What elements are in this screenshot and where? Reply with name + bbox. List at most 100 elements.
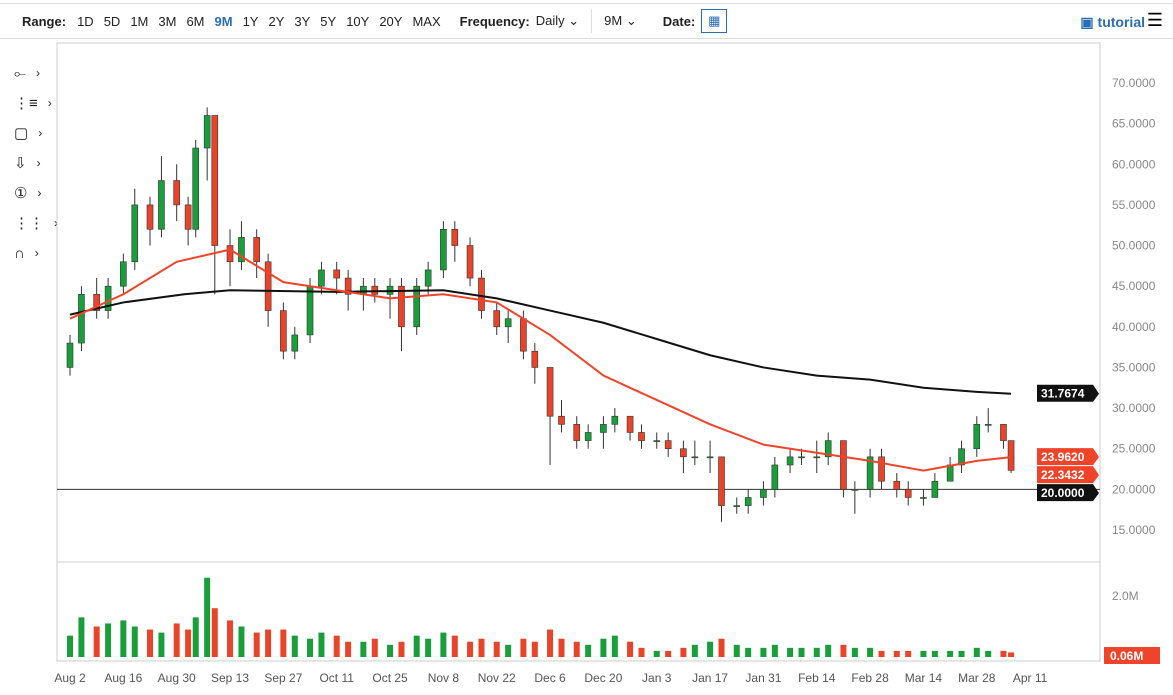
period-select[interactable]: 9M ⌄	[604, 13, 637, 29]
range-10Y[interactable]: 10Y	[346, 13, 370, 29]
annotation-tool-icon[interactable]: ① ›	[14, 185, 42, 202]
candle-body	[824, 440, 832, 458]
range-1M[interactable]: 1M	[130, 13, 149, 29]
x-tick-label: Feb 14	[798, 671, 836, 685]
tutorial-link[interactable]: ▣ tutorial	[1080, 14, 1145, 31]
x-tick-label: Nov 8	[428, 671, 460, 685]
range-6M[interactable]: 6M	[186, 13, 205, 29]
y-tick-label: 15.0000	[1112, 523, 1156, 537]
volume-bar	[878, 650, 885, 657]
volume-bar	[691, 644, 698, 657]
date-label: Date:	[662, 13, 696, 29]
volume-bar	[478, 638, 485, 657]
candle-body	[413, 285, 421, 328]
volume-bar	[600, 638, 607, 657]
volume-bar	[265, 629, 272, 657]
volume-bar	[371, 638, 378, 657]
candle-body	[813, 456, 821, 459]
range-label: Range:	[22, 13, 67, 29]
candle-body	[264, 261, 272, 311]
volume-bar	[771, 644, 778, 657]
volume-bar	[493, 641, 500, 657]
candle-body	[104, 285, 112, 311]
volume-bar	[973, 647, 980, 657]
x-tick-label: Jan 3	[642, 671, 672, 685]
x-tick-label: Oct 11	[319, 671, 354, 685]
candle-body	[184, 204, 192, 230]
candle-body	[211, 115, 219, 246]
range-1D[interactable]: 1D	[77, 13, 94, 29]
candle-body	[344, 277, 352, 295]
frequency-select[interactable]: Daily ⌄	[536, 13, 579, 29]
volume-bar	[204, 577, 211, 657]
fib-tool-icon[interactable]: ⋮≡ ›	[14, 95, 52, 112]
candle-body	[226, 245, 234, 263]
range-3M[interactable]: 3M	[158, 13, 177, 29]
volume-label-bg	[1104, 647, 1160, 664]
price-label-bg	[1037, 384, 1099, 402]
candle-body	[798, 456, 805, 459]
volume-bar	[78, 617, 85, 657]
range-20Y[interactable]: 20Y	[379, 13, 403, 29]
volume-bar	[505, 644, 512, 657]
y-tick-label: 45.0000	[1112, 279, 1156, 293]
volume-bar	[333, 635, 340, 657]
candle-body	[611, 415, 619, 425]
volume-bar	[798, 647, 805, 657]
volume-bar	[825, 644, 832, 657]
ma-fast-line	[69, 248, 1012, 472]
candle-body	[253, 237, 260, 263]
volume-bar	[360, 641, 367, 657]
candle-body	[718, 456, 725, 506]
candle-body	[840, 440, 847, 490]
frequency-value: Daily	[535, 13, 565, 28]
magnet-icon[interactable]: ∩ ›	[14, 244, 39, 262]
price-label: 22.3432	[1041, 468, 1085, 482]
measure-tool-icon[interactable]: ⋮⋮ ›	[14, 215, 58, 232]
volume-bar	[760, 647, 767, 657]
candle-body	[786, 456, 794, 466]
candle-body	[920, 497, 927, 499]
price-label: 31.7674	[1041, 387, 1085, 401]
candle-body	[146, 204, 154, 230]
candle-body	[371, 285, 379, 295]
line-tool-icon[interactable]: ⟜ ›	[14, 64, 41, 82]
candle-body	[733, 505, 741, 507]
range-MAX[interactable]: MAX	[412, 13, 441, 29]
arrow-tool-icon[interactable]: ⇩ ›	[14, 155, 41, 172]
range-5Y[interactable]: 5Y	[320, 13, 337, 29]
x-tick-label: Oct 25	[372, 671, 408, 685]
volume-bar	[425, 638, 432, 657]
volume-bar	[611, 635, 618, 657]
range-3Y[interactable]: 3Y	[294, 13, 311, 29]
volume-bar	[253, 632, 260, 657]
y-tick-label: 30.0000	[1112, 401, 1156, 415]
candle-body	[192, 147, 200, 230]
rectangle-tool-icon[interactable]: ▢ ›	[14, 125, 43, 142]
candle-body	[851, 489, 859, 491]
range-1Y[interactable]: 1Y	[242, 13, 259, 29]
volume-bar	[192, 617, 199, 657]
volume-bar	[920, 650, 927, 657]
candle-body	[280, 310, 287, 352]
range-5D[interactable]: 5D	[103, 13, 121, 29]
volume-bar	[440, 632, 447, 657]
range-2Y[interactable]: 2Y	[268, 13, 285, 29]
volume-bar	[280, 629, 287, 657]
volume-bar	[665, 650, 672, 657]
volume-bar	[851, 647, 858, 657]
candle-body	[691, 456, 699, 459]
candle-body	[984, 424, 992, 426]
range-9M[interactable]: 9M	[214, 13, 233, 29]
y-tick-label: 60.0000	[1112, 157, 1156, 171]
candle-body	[424, 269, 432, 287]
volume-bar	[680, 647, 687, 657]
price-label-bg	[1037, 448, 1099, 466]
candle-body	[78, 294, 85, 344]
calendar-icon[interactable]: ▦	[701, 9, 728, 33]
volume-bar	[227, 620, 234, 657]
x-tick-label: Nov 22	[478, 671, 516, 685]
volume-bar	[413, 635, 420, 657]
menu-icon[interactable]: ☰	[1146, 10, 1163, 30]
